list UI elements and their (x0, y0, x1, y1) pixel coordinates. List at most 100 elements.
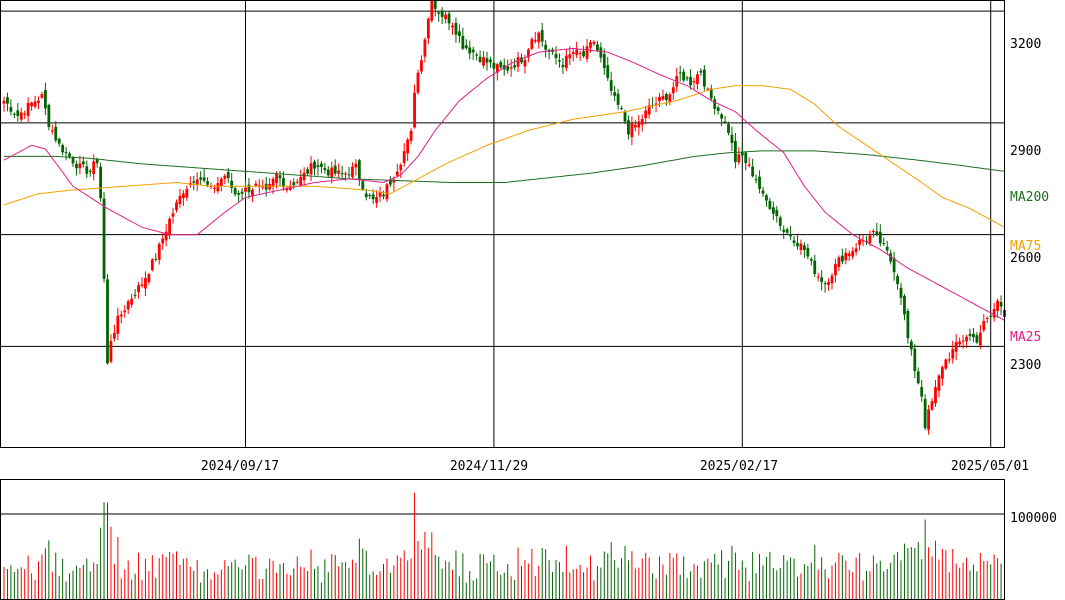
candle-body (206, 181, 209, 185)
candle-body (509, 67, 513, 69)
candle-body (485, 58, 489, 63)
candle-body (216, 183, 220, 192)
candle-body (399, 164, 403, 171)
candle-body (751, 166, 755, 177)
candle-body (175, 202, 178, 211)
candle-body (989, 315, 993, 317)
candle-body (123, 310, 127, 313)
candle-body (961, 340, 965, 342)
candle-body (865, 240, 868, 242)
candle-body (157, 243, 161, 260)
candle-body (195, 179, 199, 185)
candle-body (330, 167, 334, 177)
candle-body (616, 93, 620, 105)
candle-body (499, 62, 503, 68)
candle-body (809, 259, 813, 261)
candle-body (257, 185, 261, 187)
candle-body (78, 163, 82, 169)
candle-body (150, 259, 154, 271)
candle-body (658, 96, 661, 102)
candle-body (282, 178, 285, 188)
candle-body (899, 287, 903, 298)
candle-body (478, 56, 482, 62)
candle-body (592, 41, 596, 44)
candle-body (88, 170, 92, 172)
candle-body (844, 252, 848, 261)
candle-body (706, 88, 710, 90)
candle-body (982, 320, 986, 331)
candle-body (830, 275, 834, 284)
candle-body (554, 53, 558, 59)
candle-body (237, 193, 240, 195)
candle-body (792, 240, 796, 243)
candle-body (847, 253, 851, 257)
candle-body (130, 298, 134, 305)
candle-body (471, 49, 475, 53)
candle-body (947, 359, 951, 361)
ma25-line (3, 47, 1005, 321)
candle-body (682, 71, 686, 81)
candle-body (768, 201, 772, 209)
candle-body (778, 217, 782, 226)
candle-body (182, 193, 185, 198)
candle-body (458, 31, 461, 37)
candle-body (927, 409, 930, 430)
candle-body (406, 139, 410, 154)
candle-body (119, 314, 123, 317)
candle-body (413, 92, 416, 128)
candle-body (996, 300, 999, 311)
candle-body (492, 62, 496, 69)
candle-body (685, 77, 689, 79)
candle-body (164, 231, 168, 241)
candle-body (892, 258, 896, 273)
date-tick-label: 2025/02/17 (700, 459, 778, 474)
candle-body (468, 47, 472, 54)
candle-body (219, 178, 223, 186)
candle-body (999, 301, 1003, 307)
candle-body (875, 231, 879, 235)
candle-body (223, 175, 227, 179)
volume-tick-label: 100000 (1010, 511, 1057, 526)
candle-body (602, 54, 606, 68)
candle-body (357, 160, 361, 179)
candle-body (320, 163, 323, 167)
candle-body (689, 76, 692, 86)
candle-body (834, 264, 837, 276)
candle-body (985, 317, 989, 319)
candle-body (782, 229, 786, 232)
candle-body (803, 245, 806, 250)
candle-body (106, 279, 109, 364)
candle-body (26, 102, 30, 116)
candle-body (292, 182, 296, 186)
date-tick-label: 2025/05/01 (951, 459, 1029, 474)
candle-body (464, 45, 468, 49)
candle-body (92, 161, 96, 175)
candle-body (627, 120, 630, 135)
candle-body (613, 92, 617, 96)
candle-body (816, 276, 820, 278)
candle-body (37, 100, 40, 104)
date-tick-label: 2024/09/17 (201, 459, 279, 474)
candle-body (213, 187, 216, 189)
candle-body (16, 110, 20, 117)
candle-body (785, 229, 789, 233)
candle-body (668, 94, 672, 103)
candle-body (992, 308, 996, 318)
candle-body (740, 152, 744, 156)
candle-body (696, 74, 699, 85)
candle-body (954, 341, 958, 352)
candle-body (571, 52, 575, 54)
candle-body (147, 274, 151, 283)
candle-body (868, 235, 872, 243)
candle-body (344, 173, 347, 175)
candle-body (972, 333, 975, 338)
candle-body (192, 181, 196, 183)
candle-body (754, 179, 758, 181)
candle-body (596, 44, 599, 51)
candle-body (513, 65, 516, 68)
candle-body (254, 183, 258, 186)
candle-body (578, 52, 582, 54)
candle-body (523, 60, 527, 67)
candle-body (313, 161, 316, 169)
